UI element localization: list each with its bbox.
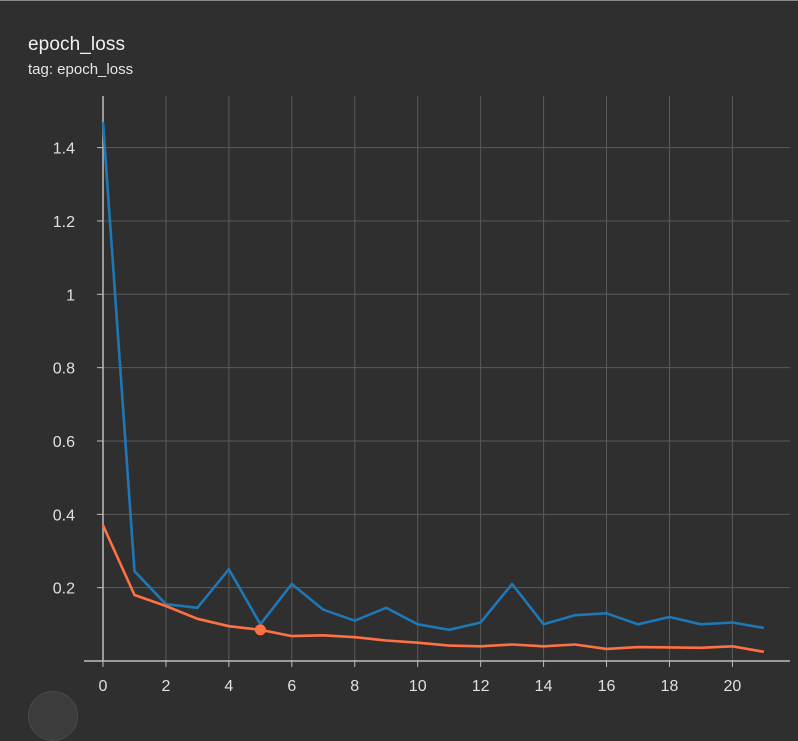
- grid-lines: [103, 96, 790, 661]
- x-tick-label: 10: [409, 678, 427, 695]
- y-tick-label: 0.4: [53, 507, 75, 524]
- tick-labels: 0 2 4 6 8 10 12 14 16 18 20 0.2 0.4 0.6 0.8 1 1.2 1.4: [53, 141, 742, 695]
- series-lines: [101, 121, 765, 654]
- x-tick-label: 20: [724, 678, 742, 695]
- y-tick-label: 0.8: [53, 361, 75, 378]
- x-tick-label: 2: [161, 678, 170, 695]
- expand-chart-button[interactable]: [28, 691, 78, 741]
- chart-tag-label: tag: epoch_loss: [28, 61, 134, 78]
- series-line-0[interactable]: [101, 121, 765, 632]
- x-tick-label: 14: [535, 678, 553, 695]
- series-line-1[interactable]: [101, 524, 765, 654]
- x-tick-label: 0: [99, 678, 108, 695]
- axes: [84, 96, 790, 667]
- y-tick-label: 1.4: [53, 141, 75, 158]
- highlight-point[interactable]: [254, 624, 266, 636]
- x-tick-label: 18: [661, 678, 679, 695]
- y-tick-label: 0.6: [53, 434, 75, 451]
- y-tick-label: 0.2: [53, 581, 75, 598]
- chart-title: epoch_loss: [28, 34, 126, 55]
- x-tick-label: 12: [472, 678, 490, 695]
- x-tick-label: 4: [224, 678, 233, 695]
- loss-line-chart[interactable]: 0 2 4 6 8 10 12 14 16 18 20 0.2 0.4 0.6 0.8 1 1.2 1.4: [0, 1, 798, 701]
- y-tick-label: 1: [66, 287, 75, 304]
- x-tick-label: 16: [598, 678, 616, 695]
- x-tick-label: 8: [350, 678, 359, 695]
- y-tick-label: 1.2: [53, 214, 75, 231]
- x-tick-label: 6: [287, 678, 296, 695]
